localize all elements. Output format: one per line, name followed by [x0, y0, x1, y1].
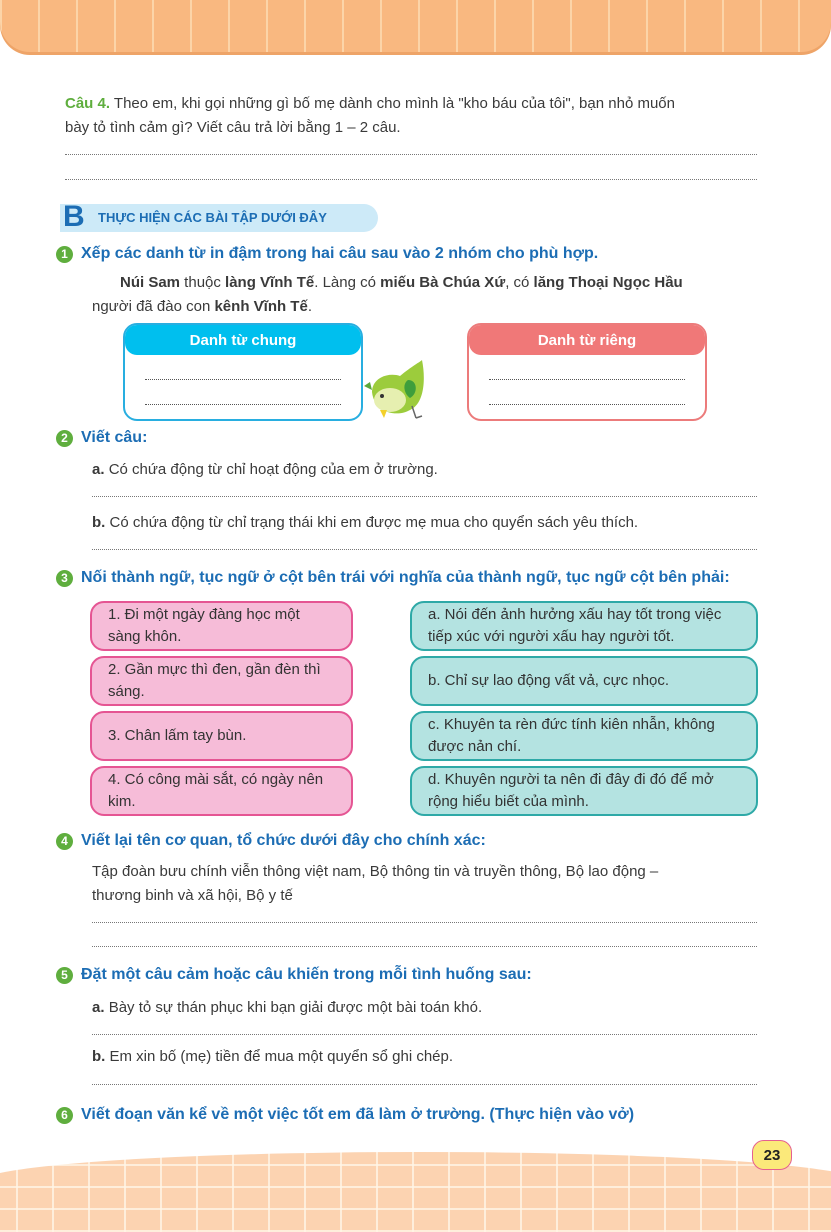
exercise-5b: b. Em xin bố (mẹ) tiền để mua một quyển … — [92, 1045, 453, 1069]
answer-line[interactable] — [92, 946, 757, 947]
text: , có — [505, 274, 534, 291]
exercise-4-heading: 4 Viết lại tên cơ quan, tổ chức dưới đây… — [56, 832, 486, 850]
number-badge: 3 — [56, 569, 73, 587]
answer-line[interactable] — [489, 404, 685, 405]
idiom-box-3[interactable]: 3. Chân lấm tay bùn. — [90, 711, 353, 761]
idiom-text: 1. Đi một ngày đàng học một sàng khôn. — [108, 606, 300, 645]
exercise-5a: a. Bày tỏ sự thán phục khi bạn giải được… — [92, 996, 482, 1020]
idiom-box-4[interactable]: 4. Có công mài sắt, có ngày nên kim. — [90, 766, 353, 816]
box-header: Danh từ chung — [125, 325, 361, 355]
number-badge: 5 — [56, 966, 73, 984]
answer-line[interactable] — [92, 922, 757, 923]
item-text: Bày tỏ sự thán phục khi bạn giải được mộ… — [108, 999, 483, 1016]
answer-line[interactable] — [489, 379, 685, 380]
text: người đã đào con — [92, 298, 215, 315]
page-header-decoration — [0, 0, 831, 52]
answer-line[interactable] — [92, 496, 757, 497]
idiom-box-2[interactable]: 2. Gần mực thì đen, gần đèn thì sáng. — [90, 656, 353, 706]
bold-noun: kênh Vĩnh Tế — [214, 298, 308, 315]
bold-noun: miếu Bà Chúa Xứ — [380, 274, 506, 291]
text: thuộc — [180, 274, 226, 291]
text-line: Tập đoàn bưu chính viễn thông việt nam, … — [92, 863, 659, 880]
text: . — [307, 298, 312, 315]
section-letter: B — [63, 200, 85, 233]
item-text: Có chứa động từ chỉ hoạt động của em ở t… — [108, 461, 438, 478]
meaning-box-a[interactable]: a. Nói đến ảnh hưởng xấu hay tốt trong v… — [410, 601, 758, 651]
exercise-5-heading: 5 Đặt một câu cảm hoặc câu khiến trong m… — [56, 966, 532, 984]
answer-line[interactable] — [92, 1034, 757, 1035]
bold-noun: lăng Thoại Ngọc Hầu — [533, 274, 683, 291]
exercise-4-text: Tập đoàn bưu chính viễn thông việt nam, … — [92, 860, 772, 908]
question-text: bày tỏ tình cảm gì? Viết câu trả lời bằn… — [65, 119, 401, 136]
answer-line[interactable] — [92, 1084, 757, 1085]
text-line: thương binh và xã hội, Bộ y tế — [92, 887, 293, 904]
exercise-2b: b. Có chứa động từ chỉ trạng thái khi em… — [92, 511, 638, 535]
meaning-text: c. Khuyên ta rèn đức tính kiên nhẫn, khô… — [428, 716, 715, 755]
answer-line[interactable] — [65, 179, 757, 180]
text: . Làng có — [314, 274, 381, 291]
exercise-2-heading: 2 Viết câu: — [56, 429, 147, 447]
meaning-text: d. Khuyên người ta nên đi đây đi đó để m… — [428, 771, 714, 810]
exercise-1-heading: 1 Xếp các danh từ in đậm trong hai câu s… — [56, 245, 598, 263]
exercise-2a: a. Có chứa động từ chỉ hoạt động của em … — [92, 458, 438, 482]
item-label: a. — [92, 999, 105, 1016]
question-label: Câu 4. — [65, 95, 111, 112]
idiom-text: 2. Gần mực thì đen, gần đèn thì sáng. — [108, 661, 321, 700]
meaning-box-d[interactable]: d. Khuyên người ta nên đi đây đi đó để m… — [410, 766, 758, 816]
answer-line[interactable] — [92, 549, 757, 550]
page-number: 23 — [752, 1140, 792, 1170]
bird-illustration — [364, 360, 424, 419]
exercise-3-heading: 3 Nối thành ngữ, tục ngữ ở cột bên trái … — [56, 569, 730, 587]
item-label: b. — [92, 514, 106, 531]
exercise-title: Đặt một câu cảm hoặc câu khiến trong mỗi… — [81, 966, 532, 983]
item-text: Em xin bố (mẹ) tiền để mua một quyển sổ … — [109, 1048, 454, 1065]
idiom-text: 3. Chân lấm tay bùn. — [108, 727, 247, 744]
page-footer-decoration — [0, 1152, 831, 1232]
answer-line[interactable] — [145, 379, 341, 380]
question-4: Câu 4. Theo em, khi gọi những gì bố mẹ d… — [65, 92, 765, 140]
bold-noun: làng Vĩnh Tế — [225, 274, 315, 291]
meaning-text: a. Nói đến ảnh hưởng xấu hay tốt trong v… — [428, 606, 722, 645]
question-text: Theo em, khi gọi những gì bố mẹ dành cho… — [113, 95, 675, 112]
box-header: Danh từ riêng — [469, 325, 705, 355]
exercise-title: Xếp các danh từ in đậm trong hai câu sau… — [81, 245, 599, 262]
item-label: b. — [92, 1048, 106, 1065]
number-badge: 4 — [56, 832, 73, 850]
item-label: a. — [92, 461, 105, 478]
exercise-title: Viết lại tên cơ quan, tổ chức dưới đây c… — [81, 832, 486, 849]
exercise-6-heading: 6 Viết đoạn văn kể về một việc tốt em đã… — [56, 1106, 634, 1124]
answer-line[interactable] — [145, 404, 341, 405]
exercise-title: Nối thành ngữ, tục ngữ ở cột bên trái vớ… — [81, 569, 730, 586]
idiom-text: 4. Có công mài sắt, có ngày nên kim. — [108, 771, 324, 810]
exercise-1-passage: Núi Sam thuộc làng Vĩnh Tế. Làng có miếu… — [92, 271, 757, 319]
number-badge: 2 — [56, 429, 73, 447]
exercise-title: Viết đoạn văn kể về một việc tốt em đã l… — [81, 1106, 635, 1123]
meaning-box-c[interactable]: c. Khuyên ta rèn đức tính kiên nhẫn, khô… — [410, 711, 758, 761]
section-b-banner — [60, 204, 378, 232]
exercise-title: Viết câu: — [81, 429, 148, 446]
number-badge: 6 — [56, 1106, 73, 1124]
answer-line[interactable] — [65, 154, 757, 155]
common-noun-box: Danh từ chung — [123, 323, 363, 421]
number-badge: 1 — [56, 245, 73, 263]
proper-noun-box: Danh từ riêng — [467, 323, 707, 421]
meaning-text: b. Chỉ sự lao động vất vả, cực nhọc. — [428, 672, 670, 689]
section-title: THỰC HIỆN CÁC BÀI TẬP DƯỚI ĐÂY — [98, 210, 327, 225]
bold-noun: Núi Sam — [120, 274, 181, 291]
meaning-box-b[interactable]: b. Chỉ sự lao động vất vả, cực nhọc. — [410, 656, 758, 706]
idiom-box-1[interactable]: 1. Đi một ngày đàng học một sàng khôn. — [90, 601, 353, 651]
item-text: Có chứa động từ chỉ trạng thái khi em đư… — [109, 514, 639, 531]
